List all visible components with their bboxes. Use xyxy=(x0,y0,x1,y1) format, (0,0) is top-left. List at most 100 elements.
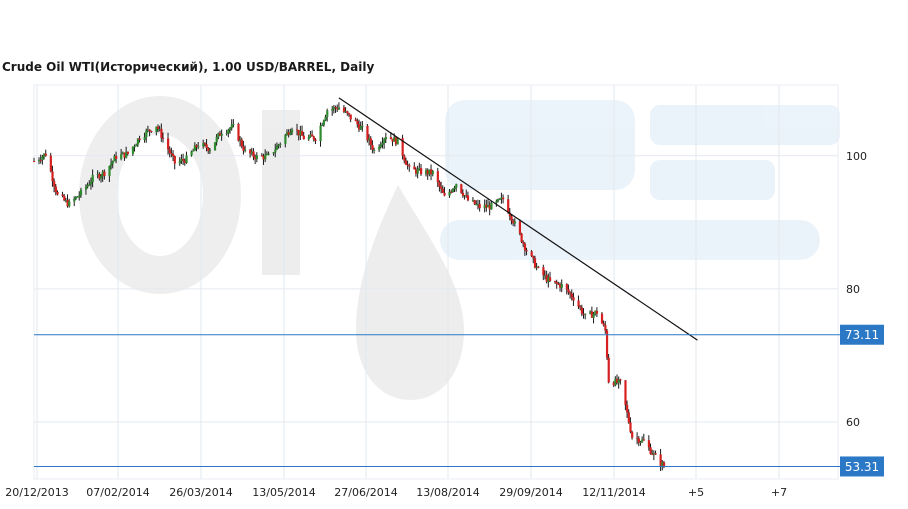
candle-down xyxy=(426,170,429,175)
candle-down xyxy=(537,266,540,268)
candle-up xyxy=(131,146,135,154)
candle-down xyxy=(389,137,393,139)
candle-down xyxy=(39,159,42,161)
candle-down xyxy=(296,129,299,131)
candle-down xyxy=(440,186,443,189)
candle-down xyxy=(508,212,511,217)
candle-down xyxy=(624,380,627,405)
candle-down xyxy=(369,138,372,146)
candle-down xyxy=(647,440,651,448)
candle-up xyxy=(487,205,490,208)
candle-up xyxy=(277,144,280,146)
candle-down xyxy=(301,130,304,136)
candle-down xyxy=(123,152,126,158)
candle-up xyxy=(396,138,399,145)
candle-down xyxy=(413,166,416,170)
candle-down xyxy=(183,160,186,163)
candle-down xyxy=(607,357,610,383)
candle-down xyxy=(569,292,572,294)
candle-up xyxy=(121,152,124,155)
candle-up xyxy=(471,200,475,202)
candle-up xyxy=(227,130,230,133)
candle-up xyxy=(560,284,563,288)
candle-down xyxy=(662,462,666,467)
candle-down xyxy=(302,135,305,140)
candle-up xyxy=(497,199,500,202)
candle-up xyxy=(185,155,188,163)
candle-up xyxy=(290,129,294,133)
candle-down xyxy=(649,447,652,454)
candle-down xyxy=(49,155,52,172)
candle-up xyxy=(307,136,310,140)
candle-up xyxy=(547,277,550,282)
x-tick-label: 20/12/2013 xyxy=(5,486,68,499)
candle-up xyxy=(68,201,71,207)
candle-up xyxy=(229,128,232,131)
candle-up xyxy=(43,153,46,157)
candle-up xyxy=(455,184,458,188)
candle-down xyxy=(254,156,257,160)
candle-down xyxy=(98,174,101,179)
candle-down xyxy=(582,313,585,315)
candle-down xyxy=(160,128,163,138)
candle-up xyxy=(463,195,466,197)
candle-up xyxy=(133,146,136,148)
candle-up xyxy=(495,201,498,203)
candle-down xyxy=(522,241,525,244)
candle-down xyxy=(590,311,594,318)
candle-up xyxy=(178,161,181,164)
candle-down xyxy=(604,325,607,331)
candle-down xyxy=(530,251,533,257)
candle-down xyxy=(168,149,171,154)
candle-down xyxy=(358,124,361,130)
candle-down xyxy=(33,161,36,163)
candle-down xyxy=(167,138,170,150)
candle-up xyxy=(255,155,259,160)
candle-up xyxy=(239,139,242,141)
candle-down xyxy=(502,197,505,200)
candle-up xyxy=(136,138,140,145)
candle-up xyxy=(321,124,324,126)
candles xyxy=(33,102,666,471)
x-tick-label: +7 xyxy=(771,486,787,499)
watermark xyxy=(79,96,840,400)
candle-up xyxy=(220,133,223,136)
candle-down xyxy=(237,123,240,141)
candle-down xyxy=(548,277,552,281)
overlays: 73.11 53.31 xyxy=(34,97,884,477)
candle-down xyxy=(512,220,515,224)
candle-down xyxy=(443,192,446,196)
candle-down xyxy=(555,281,558,284)
candle-down xyxy=(631,431,634,438)
grid xyxy=(33,84,839,480)
candle-up xyxy=(265,153,269,155)
candle-up xyxy=(500,197,503,199)
candle-up xyxy=(428,169,431,175)
candle-up xyxy=(78,195,81,197)
candle-down xyxy=(156,126,160,129)
candle-up xyxy=(111,161,114,164)
candle-down xyxy=(44,153,47,156)
candle-up xyxy=(584,313,587,315)
candle-up xyxy=(513,221,517,224)
candle-down xyxy=(605,330,609,358)
candle-up xyxy=(383,139,386,144)
candle-down xyxy=(401,138,404,156)
candle-up xyxy=(180,159,183,162)
candle-up xyxy=(378,146,381,150)
candle-up xyxy=(344,111,347,113)
candle-up xyxy=(592,313,595,318)
candle-down xyxy=(518,221,522,234)
candle-up xyxy=(359,126,362,130)
candle-up xyxy=(416,169,419,174)
candle-down xyxy=(126,151,130,154)
candle-down xyxy=(438,182,441,187)
candle-down xyxy=(218,133,222,136)
candle-down xyxy=(545,275,548,282)
candle-down xyxy=(404,160,408,165)
candle-down xyxy=(436,171,439,183)
candle-down xyxy=(170,153,173,155)
candle-down xyxy=(205,144,208,148)
candle-up xyxy=(202,143,205,147)
